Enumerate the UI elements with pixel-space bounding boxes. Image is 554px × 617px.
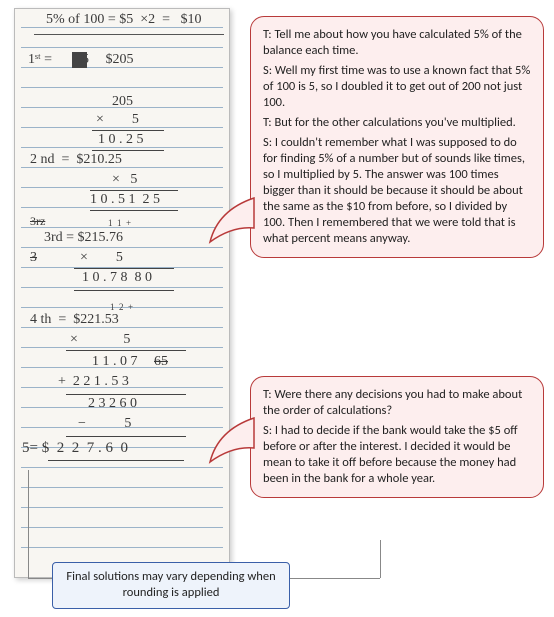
hw-c1b: × 5 [96,112,139,128]
hw-fifth: 5= $ 2 2 7 . 6 0 [22,440,128,457]
paper-rule [21,507,223,508]
hw-c2b: × 5 [112,172,137,188]
hw-c4add: + 2 2 1 . 5 3 [58,374,129,390]
hw-c4r1s: 65 [154,354,168,370]
connector-left-v [28,470,29,578]
connector-left [28,578,52,579]
hw-c3-strike: 3 [30,250,37,266]
hw-c4-rule2 [66,394,186,395]
dialogue-bubble-1: T: Tell me about how you have calculated… [250,16,544,258]
connector-right-v [380,540,381,578]
hw-c4minus: − 5 [78,416,131,432]
dialogue-bubble-2: T: Were there any decisions you had to m… [250,376,544,498]
paper-rule [21,467,223,468]
dialogue-t2: T: But for the other calculations you've… [263,115,531,131]
hw-c1a: 205 [112,94,133,110]
hw-c3-rule [74,268,174,269]
note-text: Final solutions may vary depending when … [66,569,275,600]
hw-third-label: 3rd = $215.76 [44,230,123,246]
dialogue2-t1: T: Were there any decisions you had to m… [263,387,531,419]
hw-c4-rule [66,350,186,351]
note-box: Final solutions may vary depending when … [52,562,290,609]
dialogue-s2: S: I couldn't remember what I was suppos… [263,135,531,247]
hw-topline: 5% of 100 = $5 ×2 = $10 [46,12,202,28]
paper-rule [21,47,223,48]
dialogue-s1: S: Well my first time was to use a known… [263,63,531,111]
hw-sep1 [34,34,224,35]
hw-c2-rule2 [90,210,178,211]
hw-c2r: 1 0 . 5 1 2 5 [90,192,160,208]
bubble1-tail [206,192,256,252]
hw-c3b: × 5 [80,250,123,266]
hw-fourth-label: 4 th = $221.53 [30,312,119,328]
paper-rule [21,547,223,548]
connector-right [290,578,380,579]
hw-c4r1: 1 1 . 0 7 [92,354,138,370]
bubble2-tail [206,412,256,472]
hw-c4-rule3 [66,436,186,437]
hw-c2-rule [90,190,178,191]
hw-fifth-rule [48,460,184,461]
paper-rule [21,87,223,88]
dialogue2-s1: S: I had to decide if the bank would tak… [263,423,531,487]
hw-c1-rule [92,130,164,131]
hw-second-label: 2 nd = $210.25 [30,152,122,168]
paper-rule [21,487,223,488]
hw-scribble: 3rz [30,214,45,229]
paper-rule [21,247,223,248]
hw-first-label: 1ˢᵗ = [28,52,56,68]
hw-c3-rule2 [74,290,174,291]
hw-c3r: 1 0 . 7 8 8 0 [82,270,152,286]
hw-third-carry: 1 1 + [108,218,131,228]
hw-c4sum: 2 3 2 6 0 [88,396,137,412]
hw-first-val: $205 [102,52,134,68]
hw-first-strike: 205 [72,52,87,68]
hw-c1-rule2 [92,150,164,151]
paper-rule [21,527,223,528]
dialogue-t1: T: Tell me about how you have calculated… [263,27,531,59]
hw-fourth-carry: 1 2 + [110,302,133,312]
paper-rule [21,287,223,288]
hw-c4b: × 5 [70,332,130,348]
hw-c1r: 1 0 . 2 5 [98,132,144,148]
